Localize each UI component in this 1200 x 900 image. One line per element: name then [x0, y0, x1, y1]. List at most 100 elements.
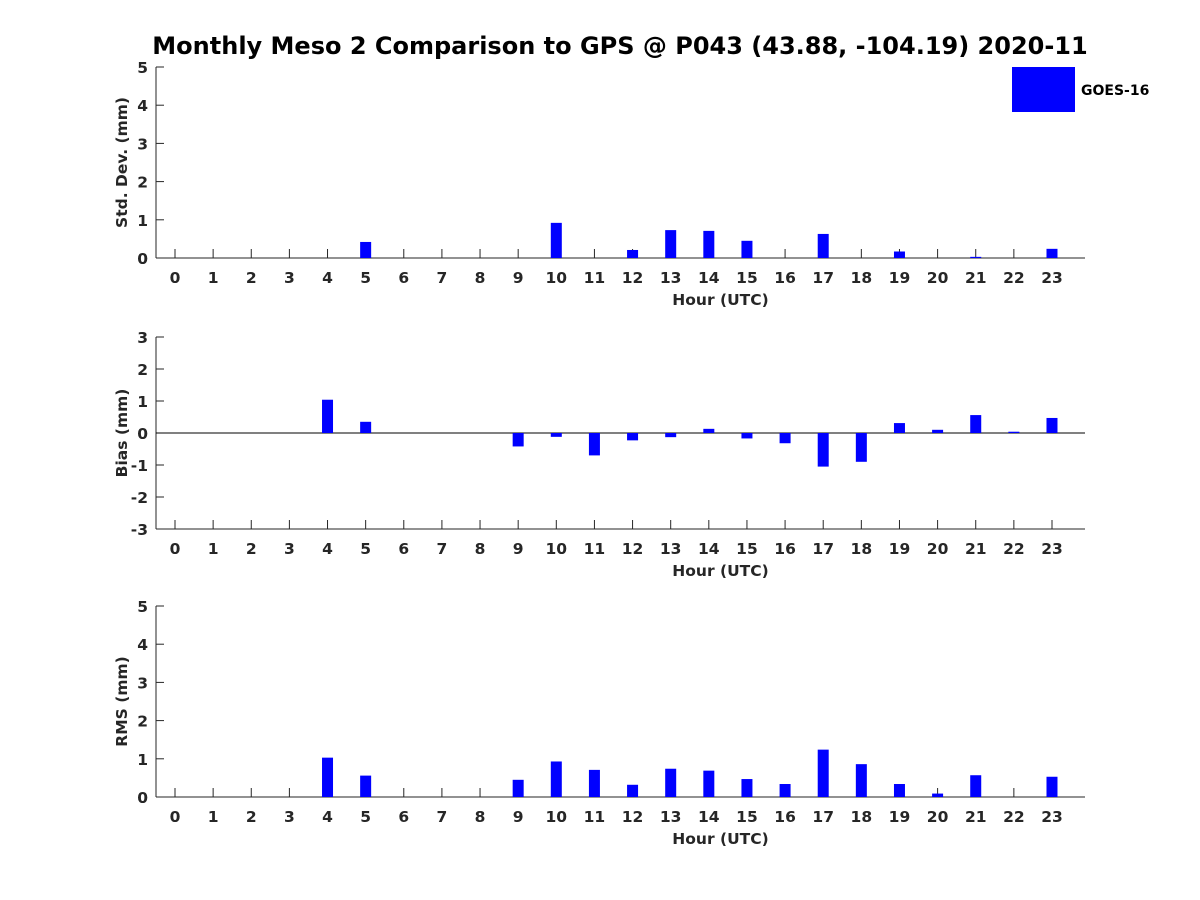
- x-tick-label: 18: [851, 808, 873, 826]
- x-tick-label: 18: [851, 269, 873, 287]
- x-tick-label: 3: [284, 540, 295, 558]
- x-tick-label: 21: [965, 269, 987, 287]
- x-tick-label: 19: [889, 540, 911, 558]
- x-tick-label: 22: [1003, 540, 1025, 558]
- bar: [550, 761, 562, 797]
- x-tick-label: 14: [698, 269, 720, 287]
- x-tick-label: 8: [475, 808, 486, 826]
- bar: [665, 230, 677, 258]
- x-tick-label: 9: [513, 269, 524, 287]
- bar: [360, 241, 372, 258]
- bar: [703, 428, 715, 433]
- bar: [817, 433, 829, 467]
- x-tick-label: 0: [170, 808, 181, 826]
- x-tick-label: 16: [774, 808, 796, 826]
- y-tick-label: 3: [137, 135, 148, 153]
- x-tick-label: 17: [812, 540, 834, 558]
- x-tick-label: 12: [622, 540, 644, 558]
- y-tick-label: 5: [137, 59, 148, 77]
- x-tick-label: 8: [475, 540, 486, 558]
- bar: [932, 429, 944, 433]
- bar: [550, 433, 562, 437]
- legend-label: GOES-16: [1081, 83, 1149, 99]
- x-tick-label: 13: [660, 269, 682, 287]
- bar: [627, 784, 639, 797]
- chart-title: Monthly Meso 2 Comparison to GPS @ P043 …: [152, 32, 1087, 60]
- bar: [322, 399, 334, 433]
- x-tick-label: 13: [660, 540, 682, 558]
- x-tick-label: 19: [889, 269, 911, 287]
- y-tick-label: 1: [137, 393, 148, 411]
- x-tick-label: 7: [437, 808, 448, 826]
- y-tick-label: 5: [137, 598, 148, 616]
- x-tick-label: 21: [965, 808, 987, 826]
- bar: [627, 249, 639, 258]
- x-tick-label: 20: [927, 269, 949, 287]
- y-tick-label: -3: [131, 521, 148, 539]
- bar: [1046, 417, 1058, 433]
- y-tick-label: 1: [137, 751, 148, 769]
- bar: [893, 423, 905, 433]
- x-tick-label: 16: [774, 540, 796, 558]
- bar: [741, 433, 753, 439]
- x-tick-label: 22: [1003, 808, 1025, 826]
- bar: [893, 784, 905, 797]
- bar: [893, 251, 905, 258]
- x-tick-label: 8: [475, 269, 486, 287]
- x-tick-label: 5: [360, 269, 371, 287]
- bar: [588, 433, 600, 456]
- x-tick-label: 2: [246, 540, 257, 558]
- x-tick-label: 10: [546, 540, 568, 558]
- x-tick-label: 6: [398, 808, 409, 826]
- x-tick-label: 23: [1041, 540, 1063, 558]
- bar: [970, 256, 982, 258]
- bar: [703, 770, 715, 797]
- x-tick-label: 14: [698, 808, 720, 826]
- x-tick-label: 2: [246, 269, 257, 287]
- y-tick-label: 3: [137, 329, 148, 347]
- x-tick-label: 15: [736, 269, 758, 287]
- bar: [932, 793, 944, 797]
- x-tick-label: 0: [170, 540, 181, 558]
- x-tick-label: 22: [1003, 269, 1025, 287]
- y-tick-label: 2: [137, 174, 148, 192]
- legend: GOES-16: [1012, 67, 1149, 112]
- bar: [1046, 248, 1058, 258]
- x-tick-label: 14: [698, 540, 720, 558]
- x-tick-label: 18: [851, 540, 873, 558]
- y-tick-label: 0: [137, 250, 148, 268]
- x-tick-label: 5: [360, 808, 371, 826]
- bar: [360, 421, 372, 433]
- x-tick-label: 20: [927, 540, 949, 558]
- y-tick-label: -1: [131, 457, 148, 475]
- x-tick-label: 4: [322, 269, 333, 287]
- x-tick-label: 2: [246, 808, 257, 826]
- x-tick-label: 23: [1041, 269, 1063, 287]
- y-tick-label: 0: [137, 789, 148, 807]
- x-tick-label: 4: [322, 808, 333, 826]
- bar: [665, 768, 677, 797]
- x-tick-label: 7: [437, 269, 448, 287]
- bar: [703, 230, 715, 258]
- bar: [627, 433, 639, 441]
- bar: [512, 779, 524, 797]
- x-tick-label: 9: [513, 808, 524, 826]
- x-tick-label: 12: [622, 269, 644, 287]
- x-tick-label: 3: [284, 269, 295, 287]
- x-tick-label: 15: [736, 540, 758, 558]
- y-tick-label: 3: [137, 674, 148, 692]
- x-tick-label: 17: [812, 808, 834, 826]
- bar: [360, 775, 372, 797]
- bar: [855, 433, 867, 462]
- bar: [322, 757, 334, 797]
- bar: [970, 415, 982, 433]
- bar: [741, 240, 753, 258]
- x-tick-label: 5: [360, 540, 371, 558]
- x-tick-label: 1: [208, 269, 219, 287]
- x-tick-label: 21: [965, 540, 987, 558]
- y-axis-label: Std. Dev. (mm): [113, 97, 131, 228]
- x-tick-label: 15: [736, 808, 758, 826]
- legend-swatch: [1012, 67, 1075, 112]
